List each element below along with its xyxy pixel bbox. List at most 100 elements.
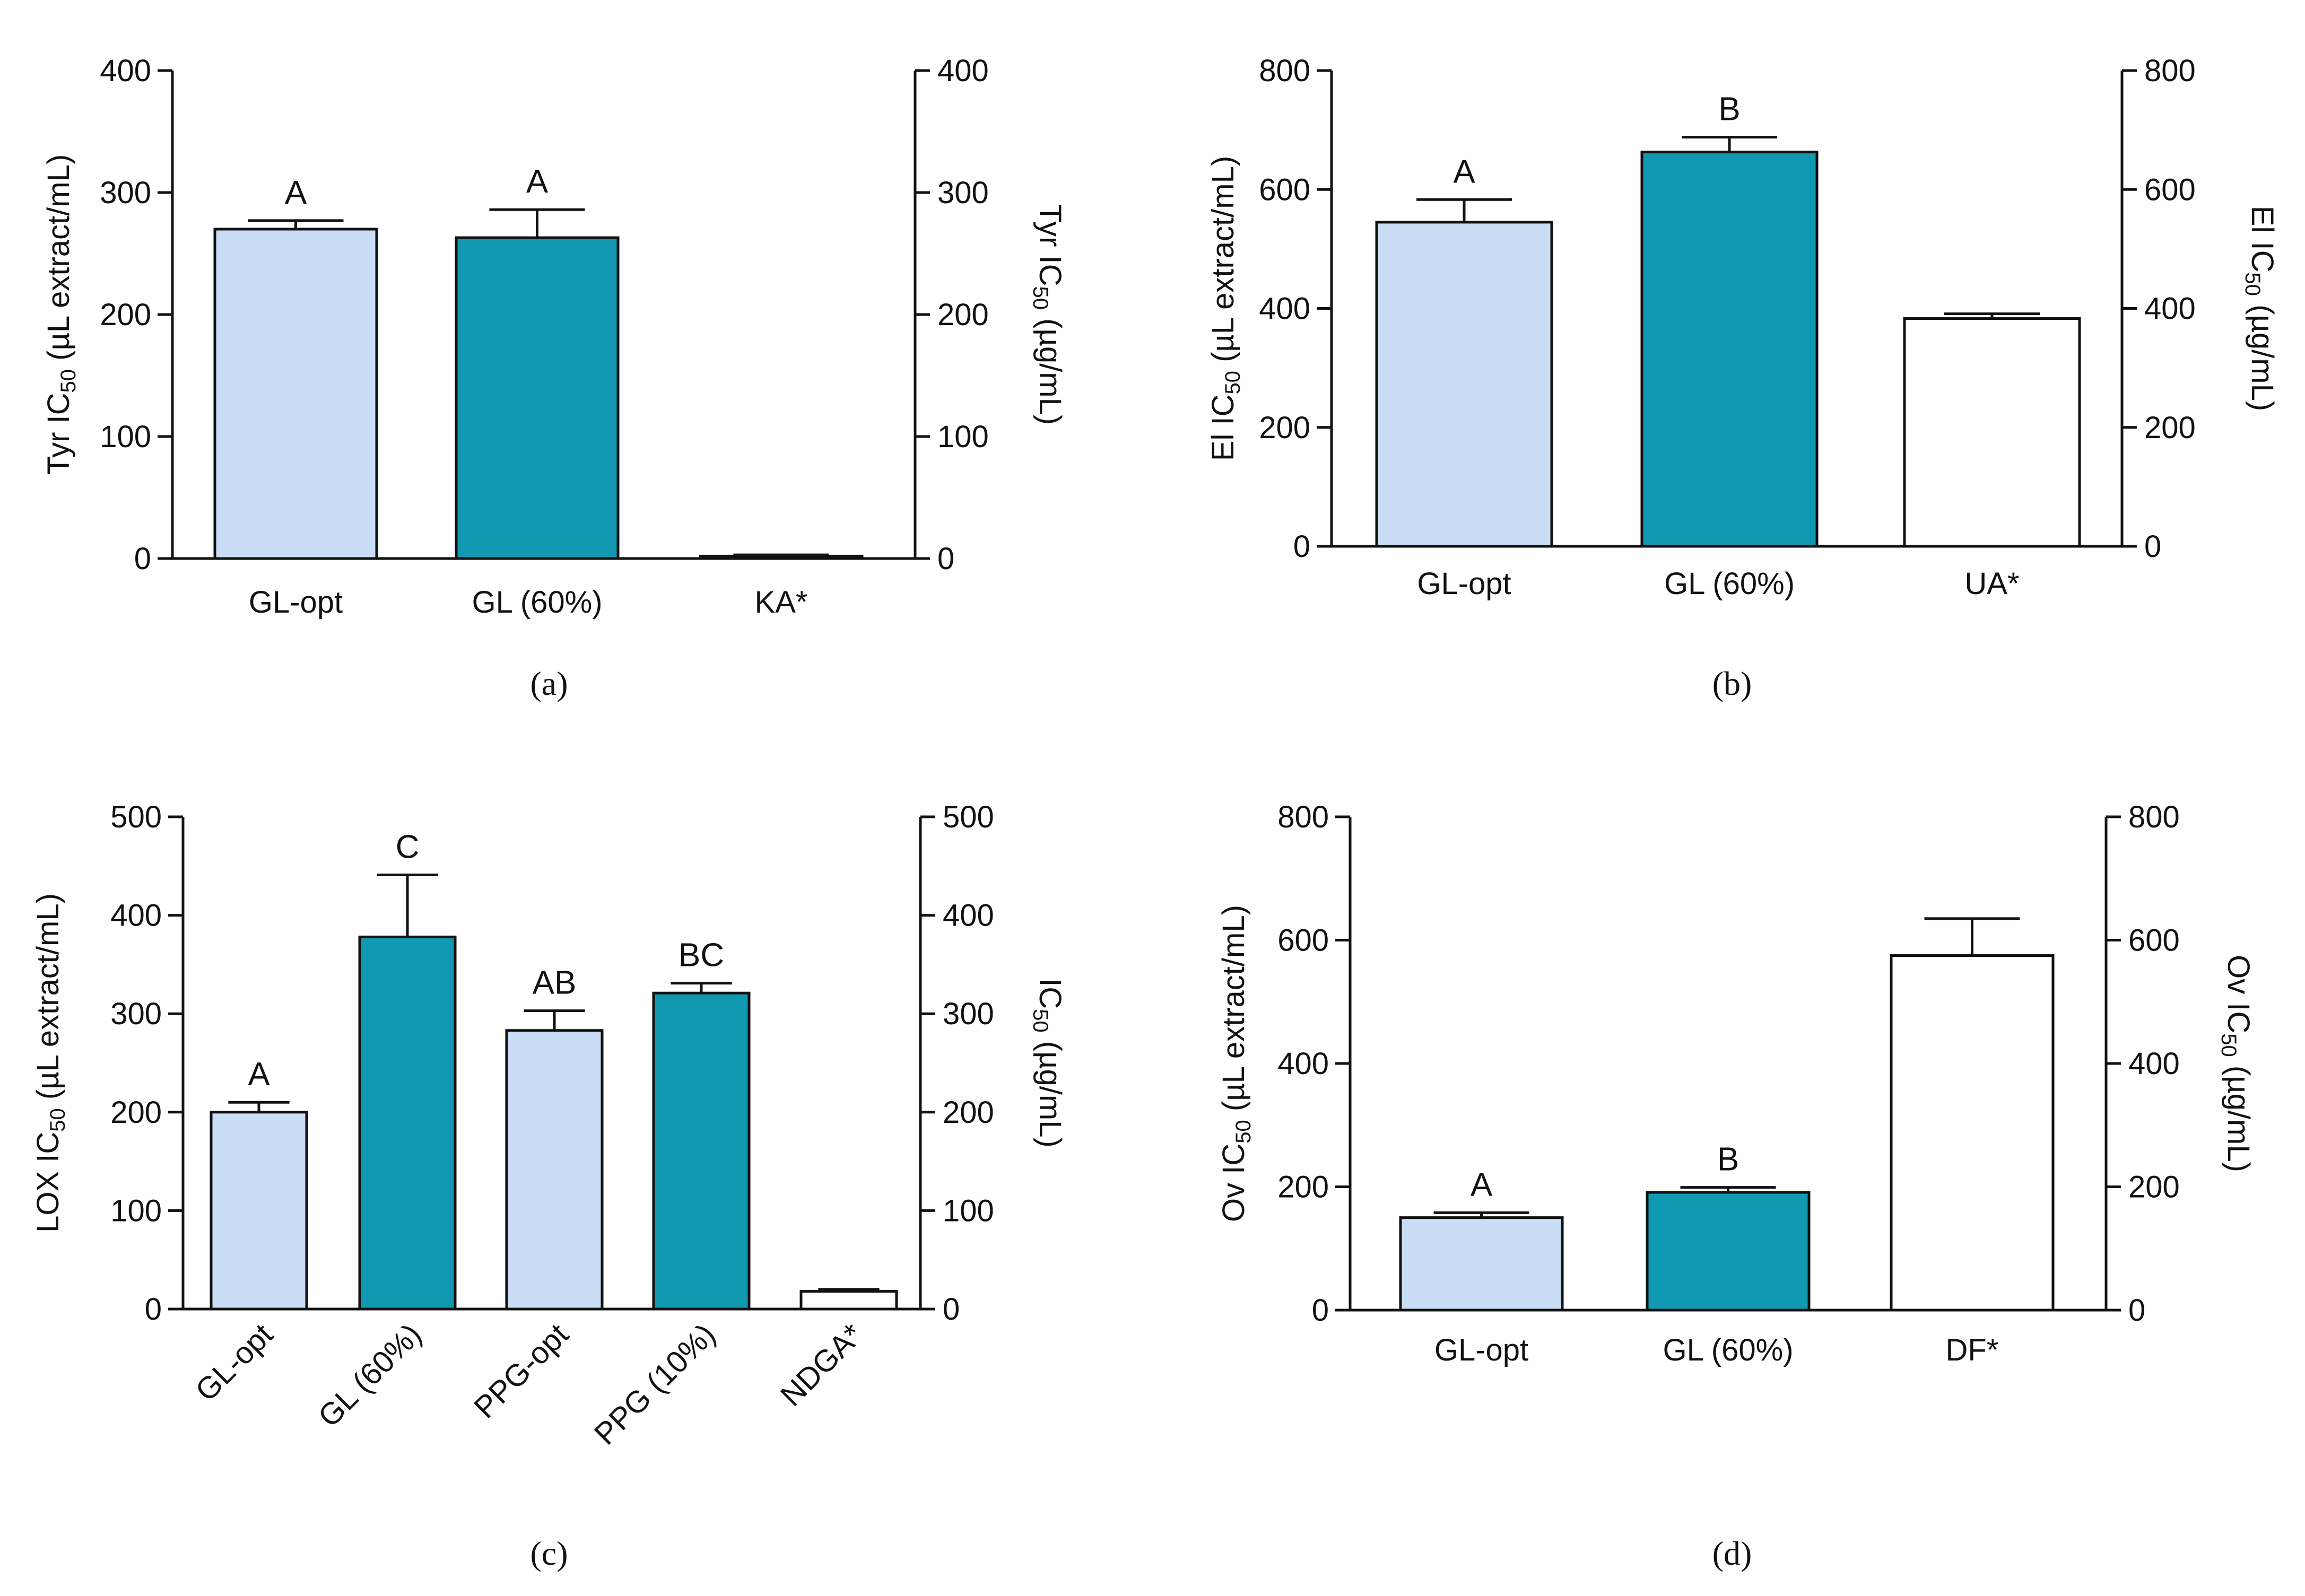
- right-y-tick-label: 800: [2144, 54, 2196, 88]
- left-y-tick-label: 0: [145, 1292, 162, 1327]
- error-bar: [1944, 312, 2040, 319]
- right-y-tick-label: 300: [937, 176, 989, 210]
- bar-GL (60%): [1646, 1191, 1811, 1312]
- error-bar: [1682, 136, 1777, 152]
- significance-letter: A: [285, 175, 307, 211]
- left-y-tick-label: 300: [110, 997, 162, 1031]
- bar-GL (60%): [455, 236, 620, 560]
- left-y-tick-label: 500: [110, 800, 162, 834]
- error-bar: [228, 1101, 290, 1112]
- right-y-tick-label: 200: [2128, 1170, 2180, 1205]
- error-bar: [671, 982, 732, 993]
- bar-KA*: [699, 554, 864, 560]
- bar-GL (60%): [358, 935, 457, 1311]
- left-y-tick-label: 400: [1259, 292, 1310, 326]
- bar-PPG (10%): [652, 991, 751, 1311]
- left-y-tick-label: 800: [1259, 54, 1310, 88]
- left-y-tick-label: 0: [1293, 529, 1310, 564]
- bar-GL-opt: [1375, 221, 1553, 548]
- significance-letter: B: [1717, 1141, 1739, 1178]
- error-bar: [1433, 1211, 1529, 1218]
- right-y-tick-label: 400: [937, 54, 989, 88]
- right-y-tick-label: 100: [937, 420, 989, 454]
- error-bar: [248, 219, 344, 229]
- bar-GL (60%): [1640, 151, 1819, 548]
- right-y-tick-label: 800: [2128, 800, 2180, 834]
- error-bar: [733, 553, 829, 556]
- left-y-tick-label: 200: [1259, 411, 1310, 445]
- right-y-axis-title: Tyr IC50 (µg/mL): [1029, 204, 1067, 425]
- panel-label: (a): [530, 665, 568, 702]
- panel-1: 0 100 200 300 400 0 100 200 300 400 A GL-opt A GL (60…: [41, 54, 1067, 702]
- right-y-tick-label: 200: [2144, 411, 2196, 445]
- bar-NDGA*: [799, 1290, 898, 1311]
- left-y-tick-label: 200: [1277, 1170, 1329, 1205]
- left-y-axis-title: LOX IC50 (µL extract/mL): [31, 893, 69, 1233]
- bar-GL-opt: [210, 1111, 308, 1311]
- category-label: GL (60%): [1664, 566, 1795, 601]
- category-label: GL-opt: [1417, 566, 1511, 601]
- left-y-tick-label: 100: [100, 420, 151, 454]
- right-y-tick-label: 400: [2144, 292, 2196, 326]
- left-y-tick-label: 200: [110, 1095, 162, 1130]
- bar-DF*: [1890, 954, 2055, 1312]
- significance-letter: AB: [533, 965, 577, 1001]
- right-y-tick-label: 0: [943, 1292, 960, 1327]
- bar-GL-opt: [1399, 1216, 1564, 1312]
- left-y-tick-label: 400: [1277, 1046, 1329, 1081]
- right-y-tick-label: 600: [2128, 923, 2180, 958]
- left-y-tick-label: 600: [1277, 923, 1329, 958]
- right-y-tick-label: 0: [937, 542, 954, 576]
- left-y-axis-title: Ov IC50 (µL extract/mL): [1216, 905, 1255, 1222]
- error-bar: [524, 1009, 585, 1031]
- right-y-axis-title: IC50 (µg/mL): [1029, 978, 1067, 1148]
- significance-letter: A: [1453, 153, 1475, 190]
- significance-letter: BC: [679, 937, 724, 974]
- panel-label: (b): [1712, 665, 1752, 702]
- left-y-tick-label: 800: [1277, 800, 1329, 834]
- left-y-axis-title: El IC50 (µL extract/mL): [1206, 156, 1245, 461]
- category-label: GL-opt: [249, 585, 343, 620]
- left-y-tick-label: 400: [100, 54, 151, 88]
- left-y-tick-label: 0: [1312, 1293, 1329, 1328]
- significance-letter: B: [1718, 91, 1740, 128]
- panel-2: 0 200 400 600 800 0 200 400 600 800 A GL-opt B GL (60…: [1206, 54, 2280, 702]
- panel-4: 0 200 400 600 800 0 200 400 600 800 A GL-opt B GL (60…: [1216, 800, 2256, 1572]
- category-label: GL (60%): [1663, 1333, 1793, 1367]
- bar-GL-opt: [213, 228, 378, 560]
- error-bar: [818, 1288, 880, 1292]
- left-y-tick-label: 300: [100, 176, 151, 210]
- category-label: DF*: [1946, 1333, 1999, 1367]
- category-label: KA*: [755, 585, 808, 620]
- right-y-tick-label: 400: [2128, 1046, 2180, 1081]
- error-bar: [1416, 198, 1512, 222]
- error-bar: [1680, 1186, 1776, 1192]
- significance-letter: A: [526, 163, 549, 200]
- right-y-tick-label: 0: [2144, 529, 2161, 564]
- right-y-tick-label: 0: [2128, 1293, 2145, 1328]
- left-y-axis-title: Tyr IC50 (µL extract/mL): [41, 154, 80, 475]
- right-y-tick-label: 200: [943, 1095, 994, 1130]
- bar-PPG-opt: [505, 1029, 604, 1311]
- significance-letter: A: [1471, 1166, 1493, 1203]
- left-y-tick-label: 400: [110, 899, 162, 933]
- error-bar: [489, 208, 585, 238]
- significance-letter: C: [396, 829, 420, 866]
- right-y-tick-label: 600: [2144, 172, 2196, 207]
- panel-label: (d): [1712, 1534, 1752, 1572]
- error-bar: [377, 874, 438, 937]
- left-y-tick-label: 200: [100, 298, 151, 332]
- category-label: GL-opt: [1434, 1333, 1528, 1367]
- right-y-axis-title: Ov IC50 (µg/mL): [2217, 955, 2256, 1172]
- left-y-tick-label: 100: [110, 1193, 162, 1228]
- left-y-tick-label: 600: [1259, 172, 1310, 207]
- error-bar: [1924, 917, 2020, 956]
- right-y-tick-label: 400: [943, 899, 994, 933]
- right-y-tick-label: 500: [943, 800, 994, 834]
- category-label: UA*: [1964, 566, 2019, 601]
- right-y-axis-title: El IC50 (µg/mL): [2241, 206, 2280, 411]
- significance-letter: A: [248, 1056, 270, 1093]
- panel-label: (c): [530, 1534, 568, 1572]
- right-y-tick-label: 300: [943, 997, 994, 1031]
